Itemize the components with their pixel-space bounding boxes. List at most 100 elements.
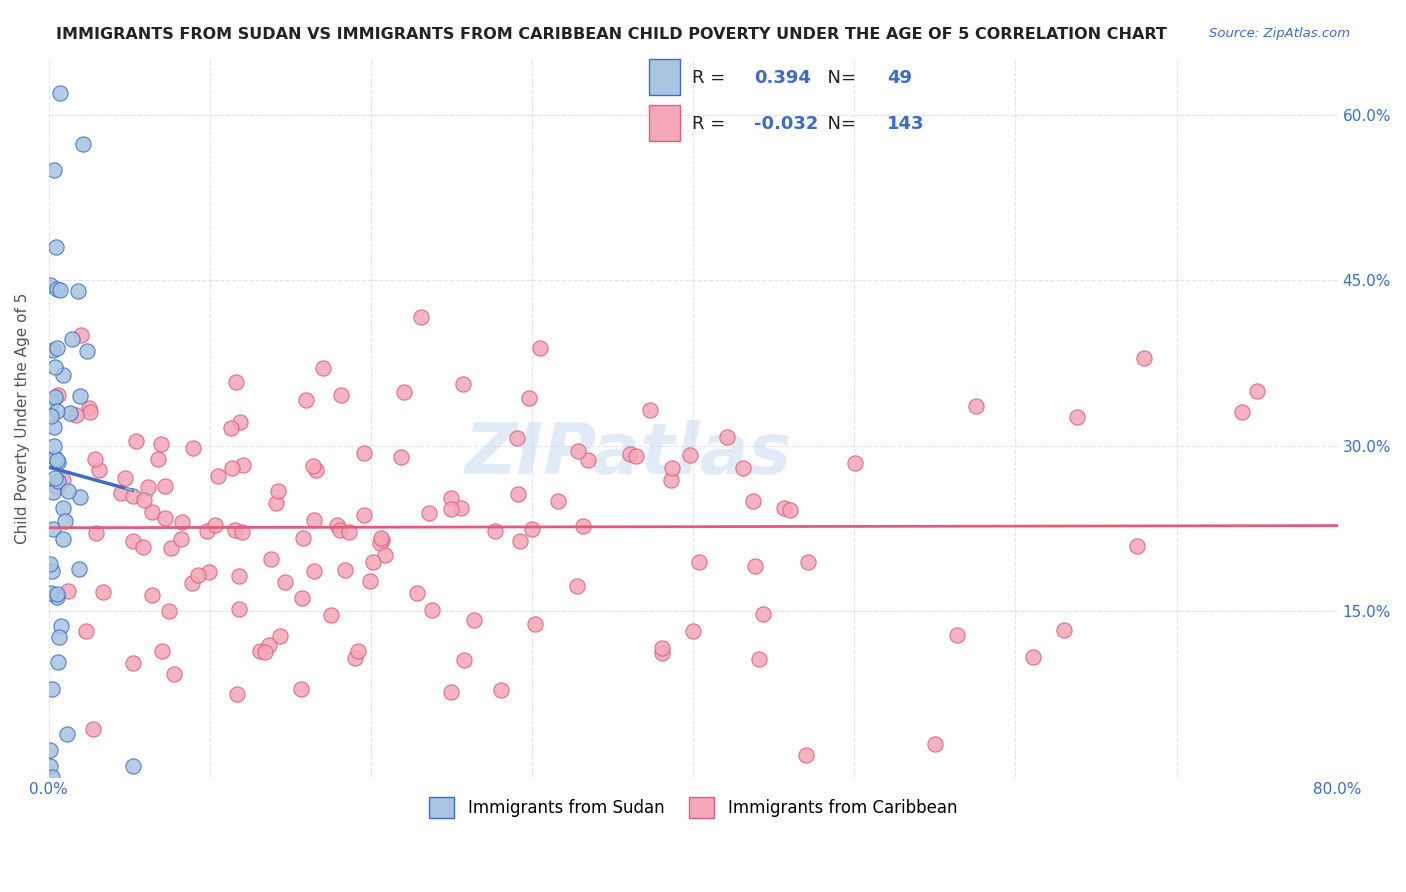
Immigrants from Sudan bbox=[44, 360, 66, 375]
Immigrants from Caribbean bbox=[353, 508, 375, 522]
Immigrants from Caribbean bbox=[1126, 539, 1149, 553]
Immigrants from Caribbean bbox=[152, 643, 174, 657]
Immigrants from Caribbean bbox=[207, 468, 229, 483]
Text: 49: 49 bbox=[887, 69, 912, 87]
Immigrants from Caribbean bbox=[312, 361, 335, 376]
Immigrants from Caribbean bbox=[197, 565, 219, 579]
Text: -0.032: -0.032 bbox=[754, 115, 818, 133]
Immigrants from Caribbean bbox=[547, 494, 569, 508]
Immigrants from Caribbean bbox=[374, 548, 396, 562]
Immigrants from Sudan bbox=[38, 557, 60, 571]
Immigrants from Caribbean bbox=[359, 574, 381, 589]
Immigrants from Sudan bbox=[42, 343, 65, 358]
Immigrants from Sudan bbox=[76, 343, 98, 358]
Immigrants from Caribbean bbox=[965, 399, 987, 413]
Immigrants from Sudan bbox=[45, 341, 67, 355]
Immigrants from Caribbean bbox=[228, 602, 250, 616]
Immigrants from Caribbean bbox=[333, 563, 356, 577]
Immigrants from Caribbean bbox=[83, 452, 105, 467]
Immigrants from Sudan bbox=[42, 420, 65, 434]
Immigrants from Caribbean bbox=[751, 607, 773, 622]
FancyBboxPatch shape bbox=[650, 105, 681, 141]
Immigrants from Sudan bbox=[53, 514, 76, 528]
Immigrants from Caribbean bbox=[1053, 624, 1076, 638]
Immigrants from Caribbean bbox=[679, 448, 702, 462]
Immigrants from Caribbean bbox=[131, 540, 153, 554]
Immigrants from Sudan bbox=[48, 284, 70, 298]
Immigrants from Sudan bbox=[49, 86, 72, 100]
Immigrants from Sudan bbox=[39, 759, 62, 773]
Immigrants from Sudan bbox=[45, 240, 67, 254]
Immigrants from Caribbean bbox=[163, 666, 186, 681]
Immigrants from Caribbean bbox=[389, 450, 412, 464]
Immigrants from Caribbean bbox=[529, 341, 551, 355]
Immigrants from Caribbean bbox=[221, 460, 243, 475]
Immigrants from Caribbean bbox=[659, 473, 682, 487]
Immigrants from Caribbean bbox=[249, 644, 271, 658]
Immigrants from Caribbean bbox=[361, 555, 384, 569]
Immigrants from Caribbean bbox=[157, 604, 180, 618]
Immigrants from Caribbean bbox=[946, 628, 969, 642]
Immigrants from Sudan bbox=[49, 619, 72, 633]
Immigrants from Sudan bbox=[44, 471, 66, 485]
Immigrants from Caribbean bbox=[924, 737, 946, 751]
Immigrants from Caribbean bbox=[450, 500, 472, 515]
Immigrants from Sudan bbox=[59, 406, 82, 420]
Immigrants from Caribbean bbox=[291, 531, 314, 545]
FancyBboxPatch shape bbox=[650, 60, 681, 95]
Immigrants from Sudan bbox=[42, 485, 65, 500]
Immigrants from Caribbean bbox=[153, 479, 176, 493]
Immigrants from Caribbean bbox=[153, 511, 176, 525]
Text: N=: N= bbox=[815, 115, 862, 133]
Immigrants from Caribbean bbox=[52, 473, 75, 487]
Immigrants from Sudan bbox=[42, 522, 65, 536]
Immigrants from Caribbean bbox=[329, 523, 352, 537]
Legend: Immigrants from Sudan, Immigrants from Caribbean: Immigrants from Sudan, Immigrants from C… bbox=[420, 789, 966, 826]
Immigrants from Sudan bbox=[52, 501, 75, 516]
Immigrants from Caribbean bbox=[228, 415, 250, 429]
Immigrants from Caribbean bbox=[319, 608, 342, 623]
Immigrants from Caribbean bbox=[1022, 650, 1045, 665]
Immigrants from Caribbean bbox=[290, 681, 312, 696]
Immigrants from Caribbean bbox=[302, 513, 325, 527]
Immigrants from Sudan bbox=[45, 404, 67, 418]
Immigrants from Caribbean bbox=[346, 644, 368, 658]
Immigrants from Sudan bbox=[46, 474, 69, 488]
Immigrants from Caribbean bbox=[160, 541, 183, 556]
Immigrants from Caribbean bbox=[440, 501, 463, 516]
Immigrants from Caribbean bbox=[337, 524, 360, 539]
Immigrants from Caribbean bbox=[294, 392, 316, 407]
Immigrants from Sudan bbox=[66, 285, 89, 299]
Immigrants from Caribbean bbox=[688, 555, 710, 569]
Immigrants from Caribbean bbox=[624, 449, 647, 463]
Immigrants from Caribbean bbox=[264, 496, 287, 510]
Immigrants from Sudan bbox=[41, 770, 63, 784]
Immigrants from Caribbean bbox=[122, 533, 145, 548]
Immigrants from Caribbean bbox=[451, 377, 474, 392]
Immigrants from Sudan bbox=[41, 565, 63, 579]
Immigrants from Caribbean bbox=[266, 483, 288, 498]
Immigrants from Caribbean bbox=[619, 447, 641, 461]
Immigrants from Caribbean bbox=[517, 391, 540, 405]
Immigrants from Caribbean bbox=[187, 568, 209, 582]
Immigrants from Caribbean bbox=[565, 579, 588, 593]
Immigrants from Caribbean bbox=[46, 388, 69, 402]
Immigrants from Caribbean bbox=[141, 505, 163, 519]
Immigrants from Caribbean bbox=[484, 524, 506, 538]
Immigrants from Sudan bbox=[44, 440, 66, 454]
Immigrants from Sudan bbox=[67, 561, 90, 575]
Immigrants from Sudan bbox=[46, 282, 69, 296]
Immigrants from Caribbean bbox=[330, 388, 353, 402]
Immigrants from Caribbean bbox=[453, 653, 475, 667]
Immigrants from Caribbean bbox=[371, 533, 394, 548]
Immigrants from Caribbean bbox=[134, 493, 156, 508]
Immigrants from Caribbean bbox=[571, 518, 593, 533]
Immigrants from Sudan bbox=[41, 682, 63, 697]
Immigrants from Caribbean bbox=[576, 452, 599, 467]
Immigrants from Caribbean bbox=[651, 640, 673, 655]
Immigrants from Caribbean bbox=[844, 456, 866, 470]
Immigrants from Caribbean bbox=[1246, 384, 1268, 398]
Immigrants from Sudan bbox=[38, 277, 60, 292]
Immigrants from Caribbean bbox=[122, 489, 145, 503]
Immigrants from Caribbean bbox=[224, 523, 246, 537]
